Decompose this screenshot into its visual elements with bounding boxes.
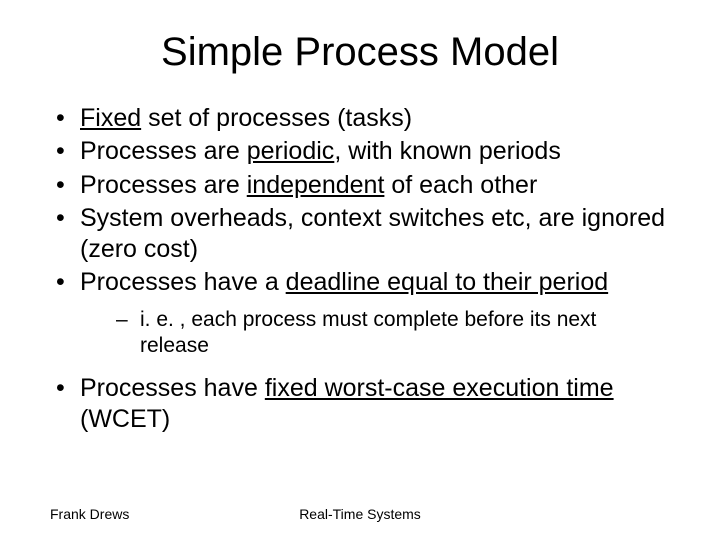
bullet-text-post: of each other [384,171,537,199]
footer-title: Real-Time Systems [0,506,720,522]
bullet-text-pre: Processes are [80,171,247,199]
bullet-text-post: (WCET) [80,405,170,433]
bullet-item: Fixed set of processes (tasks) [50,103,670,134]
slide: Simple Process Model Fixed set of proces… [0,0,720,540]
bullet-text-pre: Processes are [80,137,247,165]
bullet-item: Processes are independent of each other [50,170,670,201]
bullet-text-pre: Processes have [80,374,265,402]
bullet-item: Processes have a deadline equal to their… [50,267,670,359]
bullet-list: Fixed set of processes (tasks) Processes… [50,103,670,436]
bullet-text-underlined: periodic [247,137,335,165]
bullet-text-pre: Processes have a [80,268,286,296]
bullet-text-underlined: deadline equal to their period [286,268,608,296]
bullet-item: System overheads, context switches etc, … [50,203,670,266]
bullet-text-underlined: Fixed [80,104,141,132]
sub-bullet-list: i. e. , each process must complete befor… [80,307,670,360]
bullet-text: System overheads, context switches etc, … [80,204,665,263]
bullet-item: Processes are periodic, with known perio… [50,136,670,167]
bullet-text-underlined: fixed worst-case execution time [265,374,614,402]
sub-bullet-text: i. e. , each process must complete befor… [140,308,596,357]
sub-bullet-item: i. e. , each process must complete befor… [80,307,670,360]
bullet-text-underlined: independent [247,171,385,199]
bullet-text-post: , with known periods [334,137,561,165]
slide-title: Simple Process Model [50,30,670,75]
bullet-item: Processes have fixed worst-case executio… [50,373,670,436]
bullet-text-post: set of processes (tasks) [141,104,412,132]
